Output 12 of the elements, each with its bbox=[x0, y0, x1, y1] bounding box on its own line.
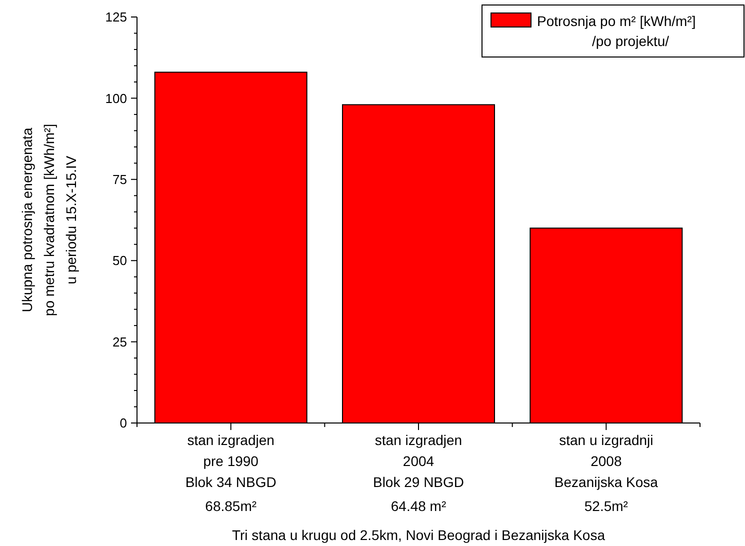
x-tick-label: stan izgradjen pre 1990 Blok 34 NBGD 68.85m² bbox=[185, 432, 276, 514]
legend-label: Potrosnja po m² [kWh/m²] /po projektu/ bbox=[537, 13, 696, 49]
y-tick-label: 125 bbox=[105, 10, 127, 25]
x-tick-label: stan u izgradnji 2008 Bezanijska Kosa 52.5m² bbox=[554, 432, 658, 514]
x-axis-title: Tri stana u krugu od 2.5km, Novi Beograd i Bezanijska Kosa bbox=[232, 527, 606, 543]
y-tick-label: 25 bbox=[112, 334, 127, 350]
y-axis-title: Ukupna potrosnja energenata po metru kvadratnom [kWh/m²] u periodu 15.X-15.IV bbox=[19, 124, 79, 316]
y-tick-label: 100 bbox=[105, 90, 127, 106]
y-tick-label: 0 bbox=[120, 416, 127, 431]
y-tick-label: 50 bbox=[112, 253, 127, 268]
x-tick-label: stan izgradjen 2004 Blok 29 NBGD 64.48 m² bbox=[372, 432, 464, 514]
y-tick-label: 75 bbox=[112, 172, 127, 187]
